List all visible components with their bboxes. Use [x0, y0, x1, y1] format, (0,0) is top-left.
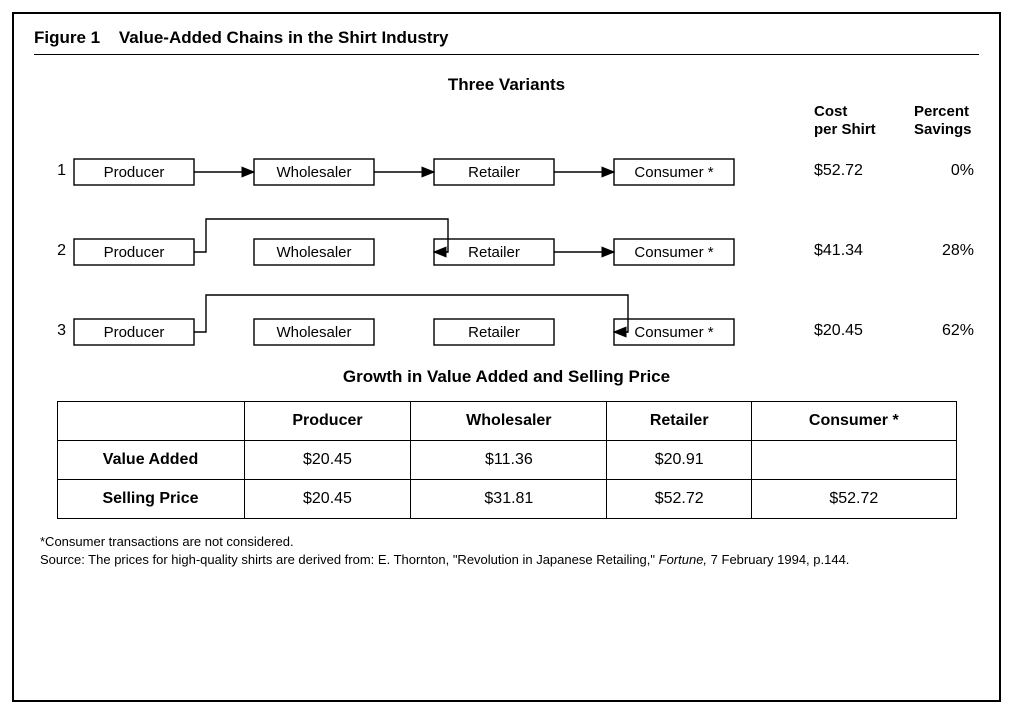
table-col-header: Producer [244, 402, 411, 441]
table-cell: $11.36 [411, 441, 607, 480]
figure-frame: Figure 1 Value-Added Chains in the Shirt… [12, 12, 1001, 702]
figure-label: Figure 1 [34, 28, 100, 47]
chain-row-savings: 28% [914, 242, 974, 260]
svg-text:Retailer: Retailer [468, 164, 520, 181]
footnotes: *Consumer transactions are not considere… [34, 533, 979, 569]
variants-heading: Three Variants [34, 75, 979, 95]
chain-row-number: 3 [46, 322, 66, 340]
col-savings-header: Percent Savings [914, 103, 972, 139]
table-cell: $20.45 [244, 480, 411, 519]
table-row-header: Selling Price [57, 480, 244, 519]
chain-row-savings: 0% [914, 162, 974, 180]
svg-text:Consumer *: Consumer * [634, 324, 713, 341]
table-heading: Growth in Value Added and Selling Price [34, 367, 979, 387]
chain-row-number: 1 [46, 162, 66, 180]
table-col-header [57, 402, 244, 441]
value-added-table: ProducerWholesalerRetailerConsumer * Valu… [57, 401, 957, 519]
table-cell: $31.81 [411, 480, 607, 519]
chain-row-savings: 62% [914, 322, 974, 340]
table-row-header: Value Added [57, 441, 244, 480]
svg-text:Producer: Producer [104, 244, 165, 261]
footnote-star: *Consumer transactions are not considere… [40, 533, 979, 551]
chain-svg: Producer Wholesaler Retailer Consumer * Prod… [34, 145, 794, 365]
chain-row-cost: $41.34 [814, 242, 863, 260]
svg-text:Wholesaler: Wholesaler [276, 164, 351, 181]
table-col-header: Wholesaler [411, 402, 607, 441]
footnote-source: Source: The prices for high-quality shir… [40, 551, 979, 569]
svg-text:Wholesaler: Wholesaler [276, 244, 351, 261]
table-col-header: Consumer * [752, 402, 956, 441]
chain-row-number: 2 [46, 242, 66, 260]
svg-text:Retailer: Retailer [468, 324, 520, 341]
table-cell: $20.91 [607, 441, 752, 480]
table-cell: $52.72 [752, 480, 956, 519]
svg-text:Wholesaler: Wholesaler [276, 324, 351, 341]
svg-text:Producer: Producer [104, 164, 165, 181]
figure-heading: Figure 1 Value-Added Chains in the Shirt… [34, 24, 979, 55]
chains-diagram: Cost per Shirt Percent Savings Producer Who… [34, 103, 979, 363]
svg-text:Producer: Producer [104, 324, 165, 341]
table-cell [752, 441, 956, 480]
chain-row-cost: $52.72 [814, 162, 863, 180]
figure-title: Value-Added Chains in the Shirt Industry [119, 28, 449, 47]
chain-row-cost: $20.45 [814, 322, 863, 340]
svg-text:Consumer *: Consumer * [634, 164, 713, 181]
table-cell: $20.45 [244, 441, 411, 480]
table-cell: $52.72 [607, 480, 752, 519]
svg-text:Consumer *: Consumer * [634, 244, 713, 261]
col-cost-header: Cost per Shirt [814, 103, 876, 139]
table-col-header: Retailer [607, 402, 752, 441]
svg-text:Retailer: Retailer [468, 244, 520, 261]
